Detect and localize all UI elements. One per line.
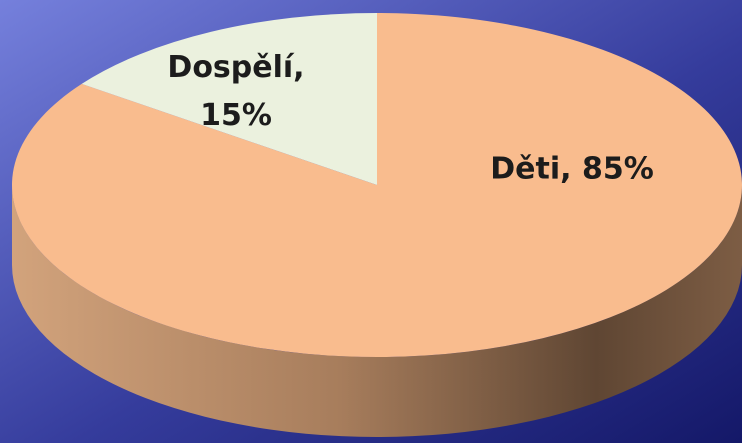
data-label-line: 15%: [200, 98, 272, 133]
data-label: Děti, 85%: [490, 152, 654, 187]
pie-slice: [12, 13, 742, 357]
data-label: Dospělí, 15%: [167, 50, 304, 133]
data-label-line: Dospělí,: [167, 50, 304, 85]
pie-slice: [81, 13, 377, 185]
pie-side: [12, 185, 742, 437]
